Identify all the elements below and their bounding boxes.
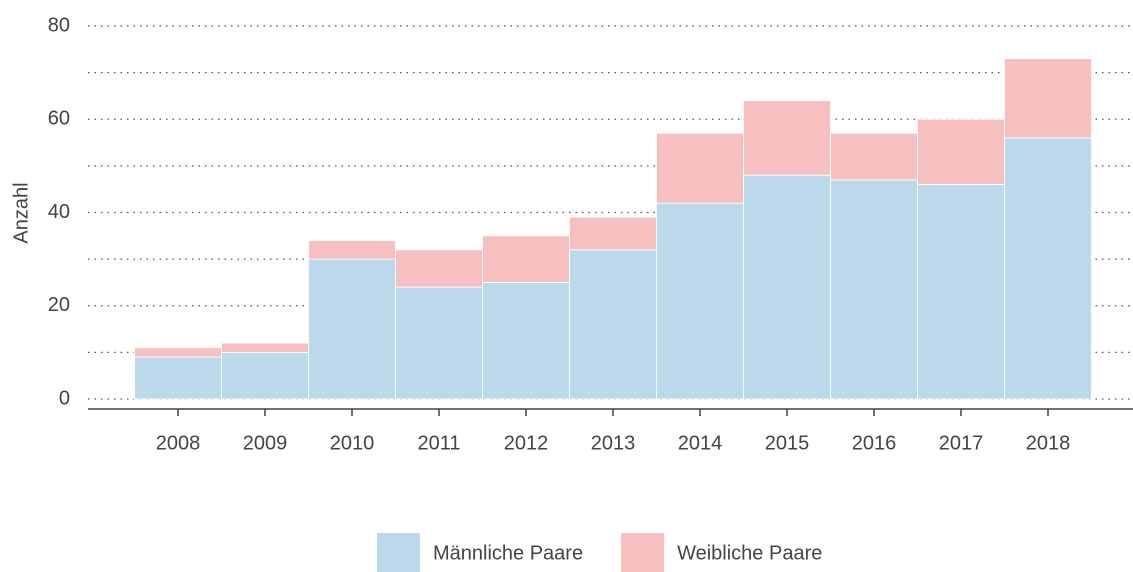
bar-segment xyxy=(482,282,570,400)
bar-segment xyxy=(830,132,918,181)
bar-segment xyxy=(134,347,222,358)
x-tick-label: 2012 xyxy=(504,432,549,454)
y-tick-label: 0 xyxy=(59,387,70,409)
bar-segment xyxy=(308,240,396,260)
y-tick-label: 20 xyxy=(48,294,70,316)
x-tick-label: 2016 xyxy=(852,432,897,454)
bar-segment xyxy=(743,100,831,176)
y-tick-label: 40 xyxy=(48,201,70,223)
y-tick-label: 80 xyxy=(48,14,70,36)
x-tick-label: 2009 xyxy=(243,432,288,454)
x-tick-label: 2010 xyxy=(330,432,375,454)
bar-segment xyxy=(395,249,483,288)
bar-segment xyxy=(917,118,1005,185)
bar-segment xyxy=(482,235,570,283)
bar-segment xyxy=(134,356,222,400)
bar-segment xyxy=(1004,58,1092,139)
y-tick-label: 60 xyxy=(48,108,70,130)
y-axis-label: Anzahl xyxy=(10,182,32,243)
bar-segment xyxy=(1004,137,1092,400)
bar-segment xyxy=(569,249,657,400)
bar-segment xyxy=(221,342,309,353)
legend-swatch xyxy=(621,533,665,572)
legend-label: Männliche Paare xyxy=(433,542,583,564)
bar-segment xyxy=(308,258,396,400)
bar-segment xyxy=(395,286,483,400)
bar-segment xyxy=(917,184,1005,400)
x-tick-label: 2008 xyxy=(156,432,201,454)
bar-segment xyxy=(221,351,309,400)
x-tick-label: 2017 xyxy=(939,432,984,454)
bar-segment xyxy=(656,202,744,400)
x-tick-label: 2011 xyxy=(417,432,460,454)
bar-segment xyxy=(569,216,657,251)
bar-segment xyxy=(830,179,918,400)
x-tick-label: 2018 xyxy=(1026,432,1071,454)
legend-swatch xyxy=(377,533,420,572)
bar-segment xyxy=(743,174,831,400)
x-tick-label: 2013 xyxy=(591,432,636,454)
bar-segment xyxy=(656,132,744,204)
x-tick-label: 2014 xyxy=(678,432,723,454)
legend-label: Weibliche Paare xyxy=(677,542,822,564)
x-tick-label: 2015 xyxy=(765,432,810,454)
